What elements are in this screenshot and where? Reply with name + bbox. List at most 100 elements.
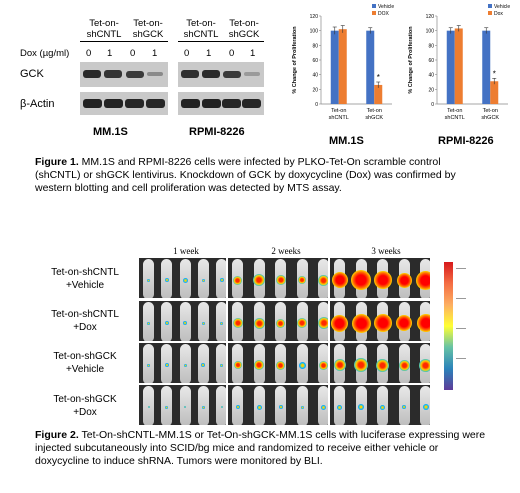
- tumor-signal: [183, 321, 187, 325]
- bar: [330, 30, 339, 105]
- bli-panel: [330, 258, 430, 298]
- legend-entry: Vehicle: [378, 4, 394, 10]
- group-label: Tet-on-shGCK +Dox: [53, 394, 117, 418]
- caption-label: Figure 1.: [35, 156, 79, 168]
- gck-label: GCK: [20, 68, 44, 80]
- tumor-signal: [351, 270, 371, 290]
- legend-swatch: [488, 11, 492, 15]
- tumor-signal: [147, 406, 150, 408]
- tumor-signal: [300, 405, 304, 409]
- tumor-signal: [220, 363, 223, 367]
- bar: [338, 29, 347, 105]
- cell-line-label: RPMI-8226: [189, 126, 245, 138]
- dox-value: 1: [206, 48, 212, 59]
- y-tick-label: 60: [428, 58, 434, 64]
- week-label: 1 week: [173, 246, 199, 256]
- tumor-signal: [233, 361, 242, 369]
- tumor-signal: [164, 321, 169, 325]
- figure-2-caption: Figure 2. Tet-On-shCNTL-MM.1S or Tet-On-…: [35, 429, 490, 468]
- legend-swatch: [372, 4, 376, 8]
- tumor-signal: [164, 278, 169, 282]
- dox-value: 1: [107, 48, 113, 59]
- x-category-label: shCNTL: [445, 115, 465, 121]
- bar: [490, 81, 499, 104]
- tumor-signal: [219, 278, 224, 282]
- dox-label: Dox (µg/ml): [20, 48, 70, 59]
- legend-swatch: [372, 11, 376, 15]
- tumor-signal: [232, 318, 243, 328]
- tumor-signal: [201, 363, 206, 367]
- y-tick-label: 40: [312, 73, 318, 79]
- tumor-signal: [276, 360, 285, 370]
- tumor-signal: [396, 272, 412, 288]
- chart-title: MM.1S: [329, 135, 364, 147]
- tumor-signal: [319, 360, 328, 370]
- dox-value: 1: [152, 48, 158, 59]
- blot-group-label: Tet-on-shCNTL: [86, 18, 122, 40]
- significance-marker: *: [377, 73, 380, 82]
- tumor-signal: [235, 405, 240, 409]
- bli-panel: [139, 343, 226, 383]
- blot-divider: [178, 41, 264, 42]
- mouse-image: [179, 386, 191, 425]
- significance-marker: *: [493, 69, 496, 78]
- y-axis-label: % Change of Proliferation: [408, 26, 414, 94]
- proliferation-chart-mm1s: % Change of Proliferation 0 20 40 60 80 100 120…: [292, 4, 394, 121]
- blot-group-label: Tet-on-shCNTL: [183, 18, 219, 40]
- x-category-label: Tet-on: [331, 108, 346, 114]
- gck-blot-left: [80, 62, 168, 87]
- y-axis-label: % Change of Proliferation: [292, 26, 298, 94]
- tumor-signal: [402, 405, 406, 409]
- tumor-signal: [416, 270, 430, 290]
- bli-panel: [139, 385, 226, 425]
- tumor-signal: [333, 359, 346, 371]
- dox-value: 0: [184, 48, 190, 59]
- bli-panel: [228, 385, 328, 425]
- group-label: Tet-on-shCNTL +Dox: [51, 309, 119, 333]
- tumor-signal: [184, 406, 186, 408]
- dox-value: 0: [229, 48, 235, 59]
- tumor-signal: [220, 321, 223, 325]
- bar: [366, 30, 375, 105]
- tumor-signal: [201, 405, 205, 409]
- tumor-signal: [358, 404, 364, 410]
- blot-group-label: Tet-on-shGCK: [132, 18, 164, 40]
- tumor-signal: [278, 405, 283, 409]
- actin-label: β-Actin: [20, 98, 55, 110]
- tumor-signal: [298, 361, 306, 369]
- y-tick-label: 100: [426, 29, 435, 35]
- tumor-signal: [298, 276, 306, 284]
- tumor-signal: [275, 275, 286, 285]
- x-category-label: shCNTL: [329, 115, 349, 121]
- mouse-image: [143, 386, 154, 425]
- tumor-signal: [165, 405, 169, 409]
- bli-panel: [330, 385, 430, 425]
- bar: [446, 30, 455, 105]
- bli-panel: [228, 301, 328, 341]
- tumor-signal: [321, 404, 326, 410]
- tumor-signal: [380, 404, 385, 410]
- tumor-signal: [147, 278, 150, 282]
- y-tick-label: 120: [310, 14, 319, 20]
- proliferation-chart-rpmi8226: % Change of Proliferation 0 20 40 60 80 100 120…: [408, 4, 510, 121]
- legend-entry: DOX: [378, 11, 390, 17]
- bar: [374, 84, 383, 104]
- tumor-signal: [351, 313, 371, 333]
- tumor-signal: [398, 359, 410, 371]
- chart-title: RPMI-8226: [438, 135, 494, 147]
- y-tick-label: 60: [312, 58, 318, 64]
- tumor-signal: [396, 315, 412, 331]
- actin-blot-right: [178, 92, 264, 115]
- bli-panel: [330, 343, 430, 383]
- bli-panel: [228, 258, 328, 298]
- legend-entry: Vehicle: [494, 4, 510, 10]
- tumor-signal: [419, 358, 430, 372]
- dox-value: 0: [130, 48, 136, 59]
- y-tick-label: 100: [310, 29, 319, 35]
- cell-line-label: MM.1S: [93, 126, 128, 138]
- tumor-signal: [164, 363, 169, 367]
- caption-text: MM.1S and RPMI-8226 cells were infected …: [35, 156, 456, 194]
- x-category-label: Tet-on: [367, 108, 382, 114]
- tumor-signal: [297, 318, 307, 328]
- x-category-label: shGCK: [481, 115, 499, 121]
